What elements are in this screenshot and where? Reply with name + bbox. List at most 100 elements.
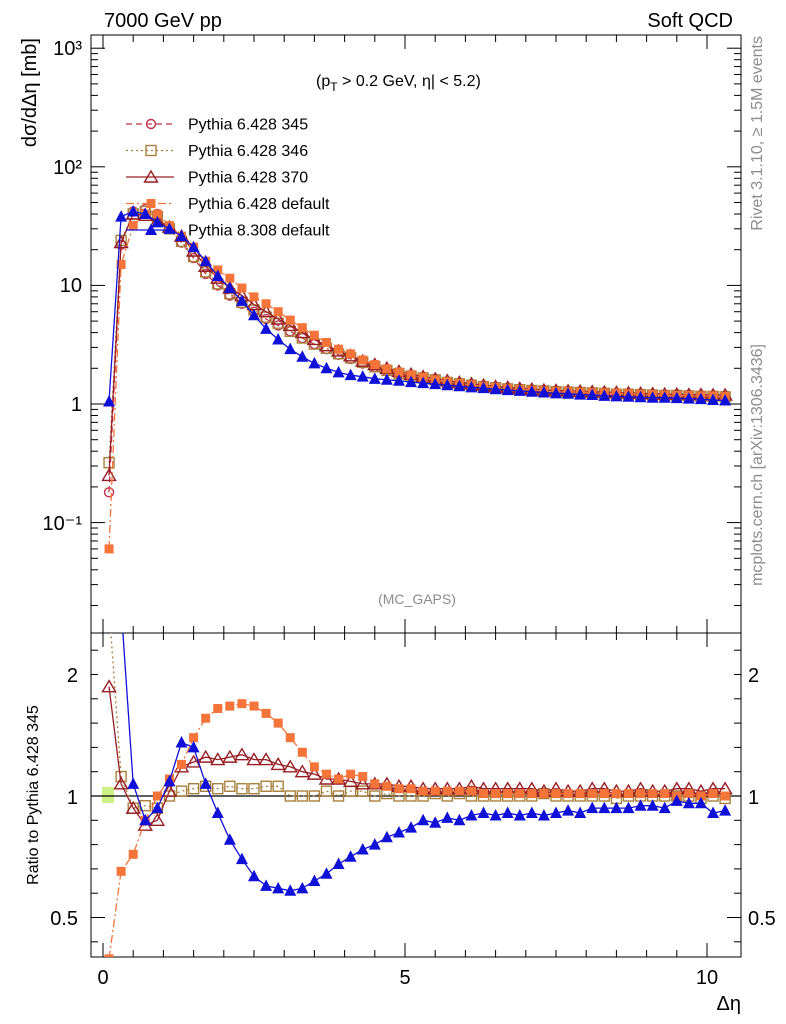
main-point-3-12	[249, 292, 259, 302]
ratio-point-1-17	[306, 766, 323, 780]
main-point-4-29	[453, 379, 466, 392]
ratio-point-0-11	[236, 783, 248, 795]
cut-annotation-rest: > 0.2 GeV, η| < 5.2)	[338, 73, 481, 90]
ratio-point-3-39	[574, 806, 587, 819]
ratio-point-3-42	[610, 801, 623, 814]
ratio-point-2-22	[370, 779, 380, 789]
ratio-point-1-21	[354, 776, 371, 790]
legend-entry-1: Pythia 6.428 346	[126, 143, 308, 160]
ratio-point-2-10	[225, 701, 235, 711]
ratio-point-2-20	[346, 769, 356, 779]
main-point-3-21	[358, 355, 368, 365]
main-point-4-38	[562, 387, 575, 399]
ratio-point-1-7	[185, 754, 202, 768]
ratio-point-2-38	[563, 789, 573, 799]
legend-label-4: Pythia 8.308 default	[188, 223, 330, 240]
ratio-ylabel: Ratio to Pythia 6.428 345	[25, 705, 42, 885]
ratio-point-3-33	[501, 806, 514, 819]
ratio-point-2-50	[708, 789, 718, 799]
ratio-point-3-20	[344, 850, 357, 862]
legend-marker-4	[145, 223, 157, 235]
legend-entry-3: Pythia 6.428 default	[126, 196, 330, 213]
ratio-point-2-39	[575, 789, 585, 799]
ratio-point-2-51	[720, 791, 730, 801]
main-point-3-25	[406, 370, 416, 380]
ratio-point-1-11	[234, 747, 250, 761]
main-point-2-15	[282, 318, 298, 332]
ratio-point-0-22	[369, 790, 381, 802]
main-point-4-15	[284, 342, 297, 355]
ratio-ytick-label-1: 1	[67, 787, 78, 809]
main-point-4-4	[151, 215, 164, 228]
ratio-point-0-16	[296, 790, 309, 802]
ratio-point-2-15	[285, 733, 295, 743]
main-point-4-20	[344, 368, 357, 381]
main-point-4-30	[465, 380, 478, 393]
ratio-point-3-50	[707, 806, 720, 819]
ratio-point-3-9	[211, 806, 224, 819]
ratio-point-2-9	[213, 704, 223, 714]
ratio-ytick-label-right-0.5: 0.5	[748, 908, 776, 930]
main-point-4-23	[380, 373, 393, 385]
header-left: 7000 GeV pp	[104, 10, 222, 32]
main-point-4-35	[525, 385, 538, 397]
ratio-point-3-24	[392, 825, 405, 838]
ratio-point-2-13	[261, 708, 271, 718]
ratio-point-0-12	[248, 783, 260, 795]
main-point-4-33	[501, 383, 514, 396]
main-point-3-2	[128, 220, 138, 230]
main-point-4-34	[513, 384, 526, 396]
main-point-1-14	[272, 317, 284, 329]
main-point-3-22	[370, 360, 380, 370]
main-point-4-8	[199, 254, 212, 267]
main-point-4-9	[211, 269, 224, 282]
main-point-4-50	[707, 393, 720, 406]
main-ylabel: dσ/dΔη [mb]	[19, 38, 41, 147]
main-point-3-14	[273, 307, 283, 317]
ratio-point-3-10	[223, 833, 236, 845]
ratio-point-3-2	[127, 777, 140, 789]
ratio-point-2-7	[189, 733, 199, 743]
ratio-point-3-32	[489, 808, 502, 821]
analysis-label: (MC_GAPS)	[378, 591, 456, 607]
ratio-point-1-1	[113, 776, 129, 790]
main-point-3-1	[116, 260, 126, 270]
ratio-point-2-34	[515, 789, 525, 799]
main-point-4-42	[610, 389, 623, 402]
main-point-3-17	[309, 330, 319, 340]
ratio-point-3-44	[634, 799, 647, 811]
ratio-curves	[91, 633, 741, 957]
ratio-point-2-41	[599, 789, 609, 799]
legend-entry-4: Pythia 8.308 default	[126, 223, 330, 240]
ratio-point-1-2	[125, 800, 141, 814]
ytick-label-0.1: 10⁻¹	[43, 513, 83, 535]
main-point-4-44	[634, 390, 647, 403]
ratio-point-0-13	[260, 780, 272, 792]
ratio-series-2	[104, 699, 730, 957]
ratio-point-3-48	[682, 796, 695, 809]
ratio-point-2-1	[116, 866, 126, 876]
ratio-point-2-45	[648, 789, 658, 799]
ratio-point-1-15	[282, 759, 298, 773]
ratio-point-3-16	[296, 881, 309, 894]
main-point-3-16	[297, 323, 307, 333]
main-point-4-0	[103, 394, 116, 407]
main-series-4	[103, 204, 732, 407]
rivet-label: Rivet 3.1.10, ≥ 1.5M events	[749, 36, 766, 231]
legend-label-1: Pythia 6.428 346	[188, 143, 308, 160]
legend-label-3: Pythia 6.428 default	[188, 196, 330, 213]
ratio-point-2-37	[551, 789, 561, 799]
mcplots-label: mcplots.cern.ch [arXiv:1306.3436]	[749, 344, 766, 586]
ratio-point-1-0	[101, 679, 117, 693]
ratio-point-2-29	[454, 786, 464, 796]
legend-marker-0	[145, 118, 157, 130]
ratio-point-3-17	[308, 874, 321, 887]
ratio-point-0-17	[308, 790, 321, 802]
main-point-4-6	[175, 229, 188, 242]
ratio-point-2-4	[152, 791, 162, 801]
main-point-4-36	[537, 386, 550, 398]
main-point-4-3	[139, 207, 152, 219]
ratio-point-2-12	[249, 701, 259, 711]
main-point-4-17	[308, 356, 321, 369]
ratio-point-3-43	[622, 801, 635, 814]
